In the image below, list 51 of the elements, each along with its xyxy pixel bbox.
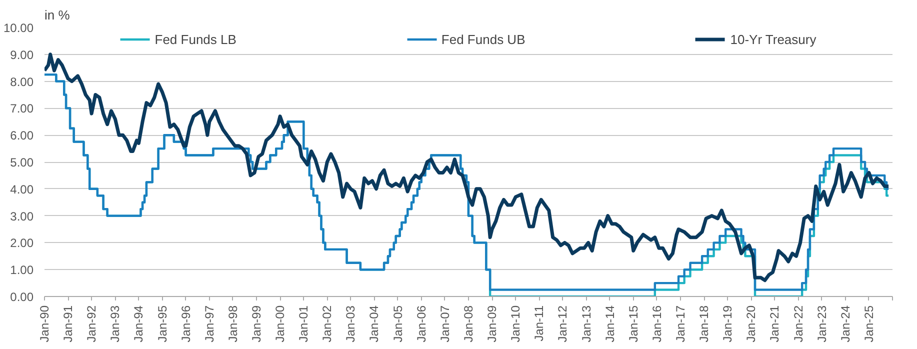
x-tick-label: Jan-25 bbox=[862, 305, 876, 342]
x-tick-label: Jan-20 bbox=[744, 305, 758, 342]
y-tick-label: 5.00 bbox=[10, 156, 34, 170]
x-tick-label: Jan-13 bbox=[579, 305, 594, 342]
x-tick-label: Jan-90 bbox=[38, 305, 52, 342]
y-tick-label: 9.00 bbox=[10, 48, 34, 62]
x-tick-label: Jan-08 bbox=[461, 305, 476, 342]
legend-label: Fed Funds LB bbox=[154, 32, 236, 46]
y-tick-label: 3.00 bbox=[10, 209, 34, 224]
x-tick-label: Jan-92 bbox=[84, 305, 99, 342]
y-tick-label: 2.00 bbox=[10, 236, 34, 250]
x-tick-label: Jan-10 bbox=[508, 305, 523, 342]
x-tick-label: Jan-05 bbox=[390, 305, 405, 342]
x-tick-label: Jan-99 bbox=[249, 305, 264, 342]
x-tick-label: Jan-17 bbox=[674, 305, 688, 342]
y-tick-label: 6.00 bbox=[10, 128, 34, 143]
x-tick-label: Jan-23 bbox=[814, 305, 829, 342]
x-tick-label: Jan-09 bbox=[485, 305, 500, 342]
legend-label: 10-Yr Treasury bbox=[730, 32, 816, 46]
x-tick-label: Jan-95 bbox=[155, 305, 170, 342]
x-tick-label: Jan-04 bbox=[367, 305, 382, 342]
x-tick-label: Jan-07 bbox=[438, 305, 452, 342]
y-tick-label: 0.00 bbox=[10, 290, 34, 304]
y-tick-label: 8.00 bbox=[10, 74, 34, 89]
x-tick-label: Jan-19 bbox=[720, 305, 735, 342]
y-axis-title: in % bbox=[44, 8, 70, 22]
x-tick-label: Jan-11 bbox=[532, 305, 546, 342]
x-tick-label: Jan-98 bbox=[226, 305, 240, 342]
legend-label: Fed Funds UB bbox=[441, 32, 526, 46]
x-tick-label: Jan-02 bbox=[320, 305, 334, 342]
x-tick-label: Jan-14 bbox=[602, 305, 617, 342]
x-tick-label: Jan-00 bbox=[273, 305, 288, 342]
x-tick-label: Jan-22 bbox=[791, 305, 806, 342]
x-tick-label: Jan-16 bbox=[650, 305, 664, 342]
x-tick-label: Jan-96 bbox=[178, 305, 193, 342]
y-tick-label: 1.00 bbox=[10, 263, 34, 278]
x-tick-label: Jan-93 bbox=[108, 305, 122, 342]
x-tick-label: Jan-12 bbox=[556, 305, 570, 342]
x-tick-label: Jan-97 bbox=[202, 305, 216, 342]
y-tick-label: 10.00 bbox=[3, 21, 34, 35]
x-tick-label: Jan-91 bbox=[61, 305, 76, 342]
x-tick-label: Jan-15 bbox=[626, 305, 640, 342]
y-tick-label: 7.00 bbox=[10, 102, 34, 116]
x-tick-label: Jan-21 bbox=[768, 305, 782, 342]
x-tick-label: Jan-18 bbox=[697, 305, 712, 342]
x-tick-label: Jan-24 bbox=[838, 305, 852, 342]
y-tick-label: 4.00 bbox=[10, 182, 34, 196]
x-tick-label: Jan-06 bbox=[414, 305, 428, 342]
x-tick-label: Jan-03 bbox=[344, 305, 358, 342]
x-tick-label: Jan-94 bbox=[132, 305, 146, 342]
x-tick-label: Jan-01 bbox=[296, 305, 311, 342]
